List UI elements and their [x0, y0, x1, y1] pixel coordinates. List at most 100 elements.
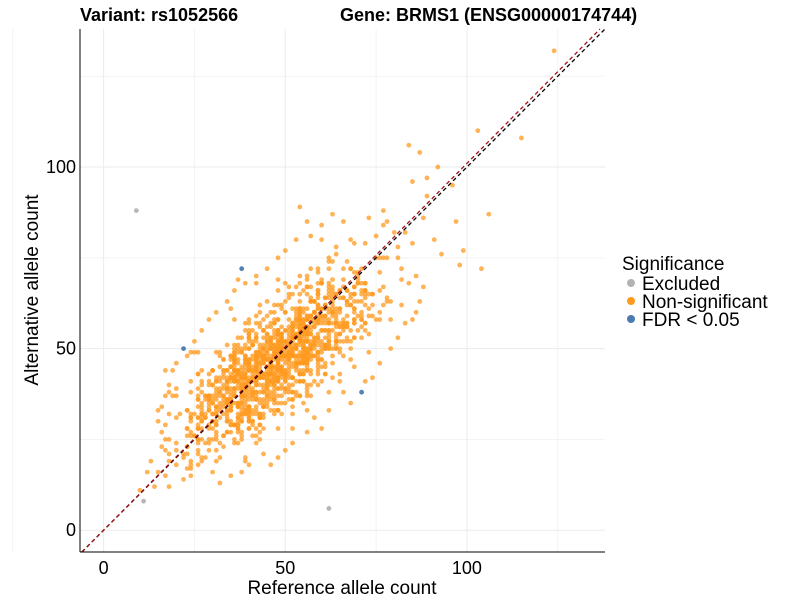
data-point [322, 320, 328, 326]
data-point [206, 371, 212, 377]
data-point [351, 320, 357, 326]
data-point [359, 280, 364, 286]
data-point [297, 353, 303, 359]
data-point [406, 280, 412, 286]
data-point [326, 259, 332, 264]
data-point [264, 346, 270, 352]
data-point [221, 371, 226, 377]
data-point [253, 313, 259, 319]
data-point [261, 360, 266, 366]
data-point [213, 418, 219, 424]
data-point [326, 255, 332, 261]
data-point [271, 407, 277, 413]
data-point [282, 360, 288, 366]
data-point [326, 389, 332, 395]
data-point [246, 393, 252, 399]
data-point [279, 346, 285, 352]
data-point [250, 389, 255, 395]
data-point [486, 211, 492, 217]
data-point [311, 338, 317, 344]
data-point [217, 378, 223, 384]
data-point [315, 357, 321, 362]
data-point [301, 368, 306, 373]
data-point [232, 422, 237, 428]
data-point [199, 407, 205, 413]
data-point [279, 364, 285, 370]
data-point [224, 389, 230, 395]
data-point [261, 404, 266, 410]
data-point [308, 313, 314, 319]
data-point [301, 360, 306, 366]
data-point [388, 317, 394, 322]
data-point [221, 393, 226, 399]
data-point [308, 382, 314, 388]
data-point [304, 273, 310, 279]
data-point [264, 400, 270, 406]
data-point [271, 389, 277, 395]
data-point [271, 349, 277, 355]
data-point [264, 378, 270, 384]
tick-labels: 0 50 100 0 50 100 [46, 157, 482, 578]
data-point [184, 466, 190, 471]
data-point [275, 357, 281, 362]
data-point [333, 291, 339, 297]
data-point [330, 375, 335, 381]
data-point [355, 313, 361, 319]
data-point [210, 469, 216, 475]
data-point [268, 397, 274, 402]
data-point [333, 244, 339, 250]
data-point [275, 346, 281, 352]
data-point [333, 320, 339, 326]
data-point [224, 415, 230, 421]
data-point [341, 219, 346, 224]
data-point [239, 335, 245, 341]
data-point [261, 386, 266, 391]
data-point [348, 302, 354, 308]
data-point [253, 382, 259, 388]
data-point [239, 382, 245, 388]
data-point [232, 317, 237, 322]
data-point [359, 324, 364, 330]
data-point [330, 328, 335, 333]
data-point [239, 386, 245, 391]
data-point [195, 437, 201, 442]
data-point [402, 229, 408, 235]
data-point [246, 462, 252, 468]
data-point [355, 277, 361, 283]
data-point [271, 342, 277, 348]
data-point [246, 389, 252, 395]
data-point [344, 320, 350, 326]
data-point [206, 400, 212, 406]
data-point [275, 338, 281, 344]
data-point [286, 371, 292, 377]
data-point [228, 386, 234, 391]
data-point [326, 328, 332, 333]
data-point [333, 317, 339, 322]
data-point [239, 433, 245, 439]
data-point [286, 353, 292, 359]
data-point [221, 404, 226, 410]
data-point [282, 400, 288, 406]
data-point [217, 364, 223, 370]
data-point [275, 317, 281, 322]
data-point [370, 302, 375, 308]
data-point [286, 360, 292, 366]
data-point [228, 404, 234, 410]
data-point [315, 360, 321, 366]
data-point [322, 371, 328, 377]
data-point [308, 346, 314, 352]
data-point [188, 411, 194, 417]
data-point [210, 411, 216, 417]
data-point [246, 368, 252, 373]
data-point [333, 346, 339, 352]
data-point [301, 378, 306, 384]
data-point [333, 331, 339, 337]
data-point [377, 317, 383, 322]
data-point [479, 266, 484, 272]
data-point [228, 418, 234, 424]
legend-title: Significance [622, 254, 724, 275]
data-point [271, 331, 277, 337]
data-point [239, 368, 245, 373]
data-point [232, 357, 237, 362]
